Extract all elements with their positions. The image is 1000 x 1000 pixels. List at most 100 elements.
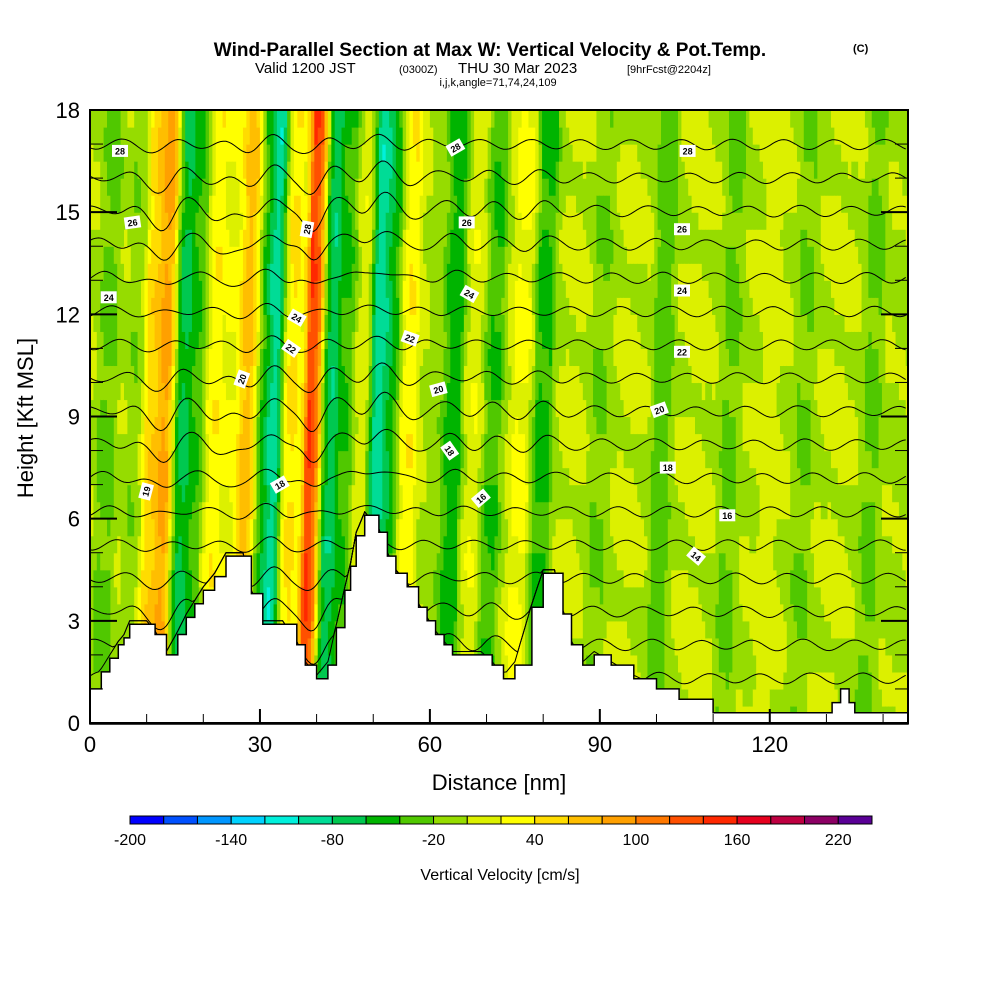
velocity-cell <box>569 484 574 520</box>
velocity-cell <box>728 569 733 673</box>
velocity-cell <box>586 246 591 315</box>
velocity-cell <box>504 110 509 247</box>
velocity-cell <box>786 110 791 111</box>
velocity-cell <box>807 161 812 247</box>
velocity-cell <box>178 399 183 486</box>
contour-label: 28 <box>679 144 696 157</box>
velocity-cell <box>497 331 502 401</box>
velocity-cell <box>667 501 672 520</box>
velocity-cell <box>416 110 421 162</box>
colorbar-swatch <box>163 815 198 825</box>
velocity-cell <box>820 110 825 196</box>
velocity-cell <box>783 280 788 367</box>
velocity-cell <box>474 263 479 384</box>
velocity-cell <box>470 178 475 384</box>
velocity-cell <box>735 263 740 367</box>
velocity-cell <box>518 212 523 264</box>
contour-label: 26 <box>123 215 142 230</box>
velocity-cell <box>776 586 781 690</box>
velocity-cell <box>559 110 564 128</box>
velocity-cell <box>185 110 190 162</box>
velocity-cell <box>195 484 200 656</box>
velocity-cell <box>185 161 190 230</box>
velocity-cell <box>225 229 230 332</box>
velocity-cell <box>457 110 462 486</box>
velocity-cell <box>314 144 319 264</box>
velocity-cell <box>864 450 869 503</box>
velocity-cell <box>824 450 829 520</box>
velocity-cell <box>123 399 128 435</box>
velocity-cell <box>559 518 564 622</box>
velocity-cell <box>674 110 679 230</box>
velocity-cell <box>494 229 499 332</box>
velocity-cell <box>599 348 604 435</box>
velocity-cell <box>905 246 908 367</box>
velocity-cell <box>664 569 669 723</box>
velocity-cell <box>841 535 846 639</box>
velocity-cell <box>745 382 750 452</box>
velocity-cell <box>722 399 727 520</box>
velocity-cell <box>110 212 115 247</box>
velocity-cell <box>147 450 152 486</box>
velocity-cell <box>559 161 564 230</box>
velocity-cell <box>813 586 818 673</box>
velocity-cell <box>317 280 322 332</box>
velocity-cell <box>501 110 506 179</box>
velocity-cell <box>494 110 499 162</box>
velocity-cell <box>147 484 152 588</box>
velocity-cell <box>885 110 890 128</box>
isentrope-19 <box>90 468 906 488</box>
velocity-cell <box>477 229 482 264</box>
velocity-cell <box>786 518 791 723</box>
velocity-cell <box>627 467 632 588</box>
velocity-cell <box>664 110 669 571</box>
velocity-cell <box>300 331 305 384</box>
velocity-cell <box>164 144 169 213</box>
y-tick-label: 3 <box>68 609 80 634</box>
velocity-cell <box>470 416 475 554</box>
velocity-cell <box>779 433 784 520</box>
velocity-cell <box>779 518 784 605</box>
velocity-cell <box>647 603 652 723</box>
velocity-cell <box>470 110 475 179</box>
contour-label-text: 20 <box>236 373 249 386</box>
velocity-cell <box>837 195 842 315</box>
velocity-cell <box>321 450 326 486</box>
velocity-cell <box>341 297 346 367</box>
velocity-cell <box>310 195 315 230</box>
contour-label: 28 <box>445 138 466 157</box>
velocity-cell <box>518 433 523 554</box>
velocity-cell <box>851 110 856 162</box>
velocity-cell <box>103 127 108 162</box>
velocity-cell <box>365 212 370 401</box>
velocity-cell <box>834 195 839 315</box>
velocity-cell <box>599 433 604 520</box>
velocity-cell <box>637 433 642 503</box>
velocity-cell <box>742 535 747 622</box>
velocity-cell <box>144 246 149 281</box>
velocity-cell <box>508 110 513 264</box>
velocity-cell <box>344 297 349 384</box>
velocity-cell <box>219 280 224 486</box>
velocity-cell <box>691 586 696 707</box>
velocity-cell <box>640 433 645 520</box>
velocity-cell <box>545 229 550 349</box>
velocity-cell <box>538 110 543 145</box>
velocity-cell <box>698 603 703 707</box>
velocity-cell <box>535 552 540 656</box>
velocity-cell <box>640 518 645 588</box>
contour-label-text: 20 <box>653 404 666 417</box>
velocity-cell <box>253 416 258 520</box>
velocity-cell <box>484 433 489 486</box>
velocity-cell <box>525 110 530 111</box>
velocity-cell <box>117 110 122 213</box>
velocity-cell <box>484 212 489 281</box>
velocity-cell <box>559 127 564 162</box>
velocity-cell <box>310 484 315 622</box>
velocity-cell <box>725 110 730 247</box>
velocity-cell <box>399 246 404 384</box>
velocity-cell <box>103 399 108 520</box>
velocity-cell <box>892 552 897 673</box>
velocity-cell <box>905 586 908 673</box>
velocity-cell <box>321 586 326 622</box>
